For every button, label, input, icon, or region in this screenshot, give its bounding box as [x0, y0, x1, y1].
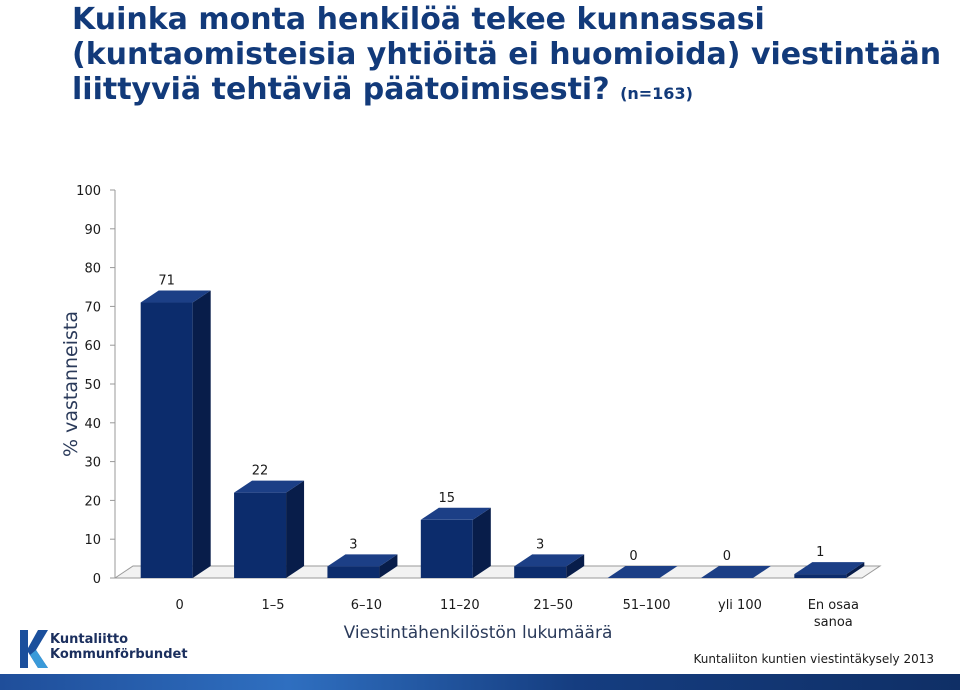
bar-top [140, 290, 211, 303]
y-tick-label: 30 [84, 456, 101, 471]
y-tick-label: 50 [84, 378, 101, 393]
y-tick-label: 90 [84, 223, 101, 238]
x-tick-label: 11–20 [440, 598, 480, 613]
bar-top [700, 566, 771, 578]
bar-front [234, 492, 287, 578]
x-tick-label: 6–10 [351, 598, 382, 613]
x-tick-label: sanoa [814, 615, 853, 630]
bar-front [420, 519, 473, 578]
data-label: 22 [252, 464, 269, 479]
bar-side [472, 507, 491, 578]
bar-side [379, 554, 398, 578]
chart-title-text: Kuinka monta henkilöä tekee kunnassasi (… [72, 2, 942, 107]
y-tick-label: 100 [76, 184, 101, 199]
data-label: 0 [629, 549, 637, 564]
chart-title: Kuinka monta henkilöä tekee kunnassasi (… [72, 2, 952, 111]
bar-side [846, 562, 865, 578]
x-tick-label: yli 100 [718, 598, 762, 613]
footer-band [0, 674, 960, 690]
logo-line-1: Kuntaliitto [50, 632, 129, 647]
y-tick-label: 80 [84, 262, 101, 277]
bar-front [327, 566, 380, 578]
bar-front [140, 302, 193, 578]
data-label: 3 [536, 537, 544, 552]
data-label: 1 [816, 545, 824, 560]
logo-text: Kuntaliitto Kommunförbundet [50, 632, 188, 662]
bar-top [327, 554, 398, 567]
y-tick-label: 20 [84, 494, 101, 509]
bar-top [234, 480, 305, 493]
data-label: 3 [349, 537, 357, 552]
y-tick-label: 60 [84, 339, 101, 354]
data-label: 71 [158, 274, 175, 289]
x-tick-label: 51–100 [623, 598, 671, 613]
x-tick-label: 0 [176, 598, 184, 613]
y-tick-label: 0 [93, 572, 101, 587]
data-label: 15 [439, 491, 456, 506]
y-tick-label: 70 [84, 300, 101, 315]
bar-top [607, 566, 678, 578]
bar-top [514, 554, 585, 567]
bar-side [192, 290, 211, 578]
y-axis-title: % vastanneista [60, 311, 82, 457]
bar-front [514, 566, 567, 578]
x-tick-label: 21–50 [533, 598, 573, 613]
x-tick-label: En osaa [808, 598, 859, 613]
x-axis-title: Viestintähenkilöstön lukumäärä [344, 623, 613, 643]
kuntaliitto-logo [20, 630, 48, 668]
x-tick-label: 1–5 [262, 598, 285, 613]
bar-top [420, 507, 491, 520]
bar-top [794, 562, 865, 575]
logo-line-2: Kommunförbundet [50, 647, 188, 662]
source-note: Kuntaliiton kuntien viestintäkysely 2013 [693, 652, 934, 666]
data-label: 0 [723, 549, 731, 564]
y-tick-label: 10 [84, 533, 101, 548]
bar-side [566, 554, 585, 578]
bar-side [286, 480, 305, 578]
sample-size: (n=163) [620, 84, 693, 103]
y-tick-label: 40 [84, 417, 101, 432]
bar-front [794, 574, 847, 578]
